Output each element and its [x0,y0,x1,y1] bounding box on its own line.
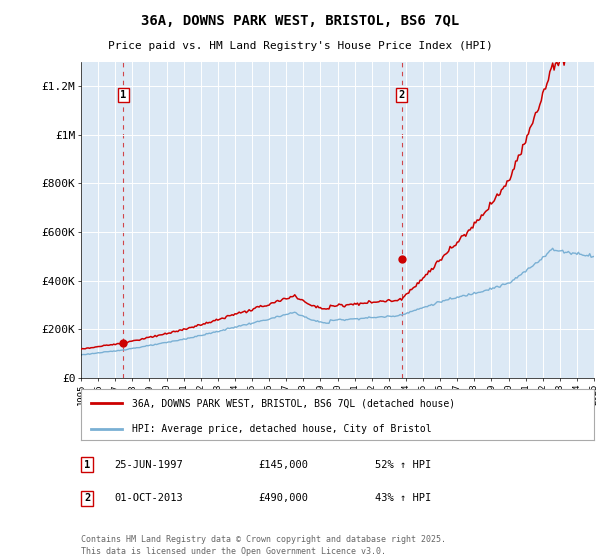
Text: HPI: Average price, detached house, City of Bristol: HPI: Average price, detached house, City… [133,423,432,433]
Text: 01-OCT-2013: 01-OCT-2013 [114,493,183,503]
Text: 2: 2 [398,90,405,100]
Text: 52% ↑ HPI: 52% ↑ HPI [375,460,431,470]
Text: 1: 1 [84,460,90,470]
Text: 25-JUN-1997: 25-JUN-1997 [114,460,183,470]
Text: 2: 2 [84,493,90,503]
Text: 36A, DOWNS PARK WEST, BRISTOL, BS6 7QL: 36A, DOWNS PARK WEST, BRISTOL, BS6 7QL [141,14,459,28]
Text: 36A, DOWNS PARK WEST, BRISTOL, BS6 7QL (detached house): 36A, DOWNS PARK WEST, BRISTOL, BS6 7QL (… [133,398,455,408]
Text: £145,000: £145,000 [258,460,308,470]
Text: Contains HM Land Registry data © Crown copyright and database right 2025.
This d: Contains HM Land Registry data © Crown c… [81,535,446,556]
Text: Price paid vs. HM Land Registry's House Price Index (HPI): Price paid vs. HM Land Registry's House … [107,41,493,51]
Text: £490,000: £490,000 [258,493,308,503]
Text: 43% ↑ HPI: 43% ↑ HPI [375,493,431,503]
Text: 1: 1 [120,90,127,100]
